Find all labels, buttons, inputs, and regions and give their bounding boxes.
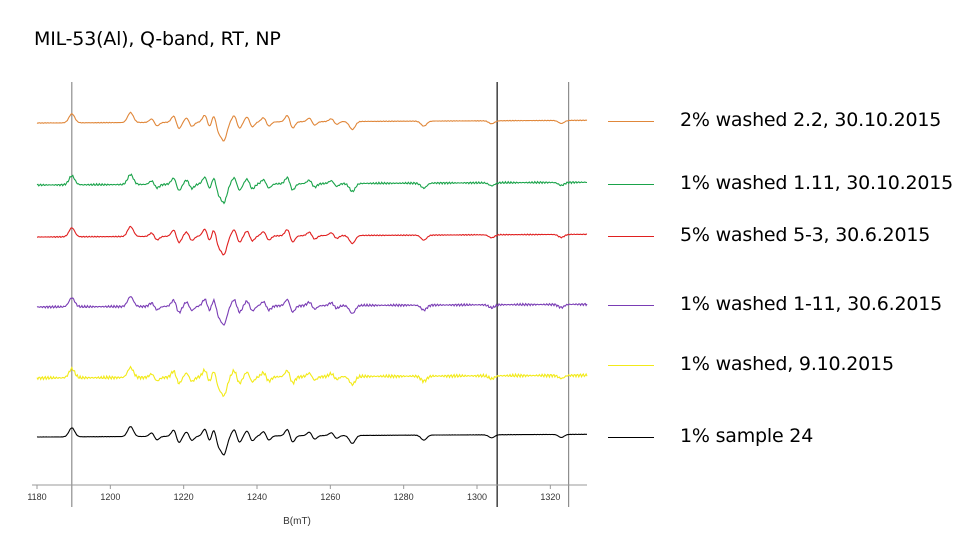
series-line bbox=[36, 111, 588, 142]
x-axis: 1180 1200 1220 1240 1260 1280 1300 1320 bbox=[27, 484, 587, 502]
legend-item: 1% washed 1.11, 30.10.2015 bbox=[608, 170, 960, 200]
legend-item: 1% washed 1-11, 30.6.2015 bbox=[608, 291, 960, 321]
legend-label: 1% washed 1-11, 30.6.2015 bbox=[680, 293, 942, 315]
x-tick-label: 1300 bbox=[467, 492, 487, 502]
x-tick-label: 1180 bbox=[27, 492, 46, 502]
series-line bbox=[36, 296, 588, 326]
legend-item: 5% washed 5-3, 30.6.2015 bbox=[608, 222, 960, 252]
series-line bbox=[36, 426, 587, 456]
slide-title: MIL-53(Al), Q-band, RT, NP bbox=[34, 28, 281, 50]
legend: 2% washed 2.2, 30.10.2015 1% washed 1.11,… bbox=[608, 0, 960, 540]
epr-spectra-plot: 1180 1200 1220 1240 1260 1280 1300 1320 B(mT) bbox=[27, 82, 588, 527]
legend-item: 1% washed, 9.10.2015 bbox=[608, 351, 960, 381]
legend-item: 2% washed 2.2, 30.10.2015 bbox=[608, 107, 960, 137]
legend-label: 5% washed 5-3, 30.6.2015 bbox=[680, 224, 931, 246]
legend-swatch bbox=[608, 184, 654, 185]
legend-label: 2% washed 2.2, 30.10.2015 bbox=[680, 109, 942, 131]
x-axis-title: B(mT) bbox=[283, 516, 311, 527]
legend-item: 1% sample 24 bbox=[608, 423, 960, 453]
reference-lines bbox=[71, 82, 570, 507]
x-tick-label: 1240 bbox=[247, 492, 267, 502]
legend-label: 1% washed, 9.10.2015 bbox=[680, 353, 894, 375]
x-tick-label: 1220 bbox=[174, 492, 194, 502]
legend-swatch bbox=[608, 437, 654, 438]
series-line bbox=[36, 173, 588, 205]
legend-label: 1% washed 1.11, 30.10.2015 bbox=[680, 172, 954, 194]
x-tick-label: 1320 bbox=[540, 492, 560, 502]
x-tick-label: 1280 bbox=[394, 492, 414, 502]
x-tick-label: 1260 bbox=[320, 492, 340, 502]
legend-swatch bbox=[608, 305, 654, 306]
series-line bbox=[36, 225, 588, 256]
legend-swatch bbox=[608, 236, 654, 237]
legend-swatch bbox=[608, 365, 654, 366]
legend-label: 1% sample 24 bbox=[680, 425, 814, 447]
series-line bbox=[36, 365, 588, 398]
spectra-group bbox=[36, 111, 588, 456]
x-tick-label: 1200 bbox=[100, 492, 120, 502]
legend-swatch bbox=[608, 121, 654, 122]
